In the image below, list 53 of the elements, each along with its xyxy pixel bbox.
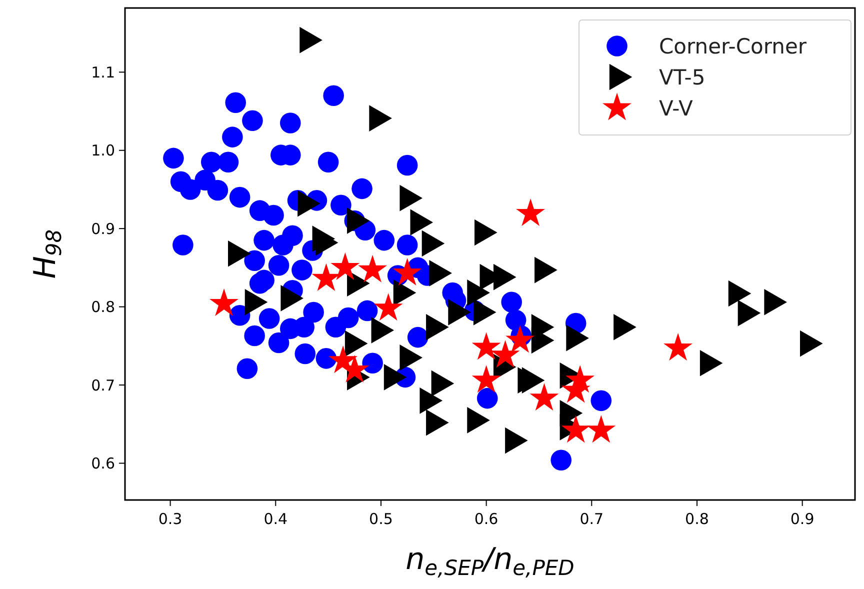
point	[738, 300, 761, 326]
point	[614, 314, 636, 340]
point	[400, 184, 423, 212]
point	[393, 280, 416, 306]
point	[371, 317, 394, 344]
x-tick-label: 0.9	[790, 510, 814, 528]
point	[473, 299, 496, 326]
x-axis-title: n$_{e,SEP}$/n$_{e,PED}$	[406, 542, 574, 580]
y-tick-label: 1.0	[91, 142, 115, 160]
point	[467, 407, 490, 434]
point	[566, 324, 589, 352]
y-tick-label: 1.1	[91, 63, 115, 82]
x-tick-label: 0.6	[474, 510, 498, 528]
point	[384, 364, 407, 390]
point	[531, 327, 554, 354]
x-tick-label: 0.4	[264, 510, 288, 528]
x-tick-label: 0.5	[369, 510, 393, 528]
point	[400, 344, 423, 371]
point	[493, 264, 516, 290]
y-tick-label: 0.8	[91, 298, 115, 316]
point	[505, 427, 528, 454]
point	[280, 285, 304, 312]
legend-label: V-V	[659, 96, 694, 120]
legend-label: VT-5	[659, 65, 706, 90]
point	[422, 230, 445, 257]
point	[426, 314, 449, 340]
point	[244, 288, 268, 316]
x-tick-label: 0.7	[580, 510, 604, 528]
point	[474, 219, 498, 246]
point	[429, 260, 452, 286]
point	[298, 190, 320, 217]
point	[467, 280, 490, 306]
point	[344, 330, 368, 357]
point	[431, 370, 454, 397]
point	[700, 350, 723, 376]
x-tick-label: 0.3	[158, 510, 182, 528]
legend-label: Corner-Corner	[659, 34, 807, 58]
point	[369, 105, 392, 132]
point	[800, 330, 823, 357]
point	[764, 288, 787, 316]
x-tick-label: 0.8	[685, 510, 709, 528]
point	[534, 256, 558, 284]
y-tick-label: 0.6	[91, 454, 115, 472]
y-tick-label: 0.7	[91, 376, 115, 394]
point	[300, 26, 322, 54]
point	[448, 299, 471, 326]
point	[410, 209, 434, 236]
point	[347, 208, 370, 234]
point	[420, 388, 443, 414]
y-tick-label: 0.9	[91, 220, 115, 238]
point	[728, 280, 752, 307]
point	[228, 240, 251, 267]
point	[426, 409, 449, 436]
